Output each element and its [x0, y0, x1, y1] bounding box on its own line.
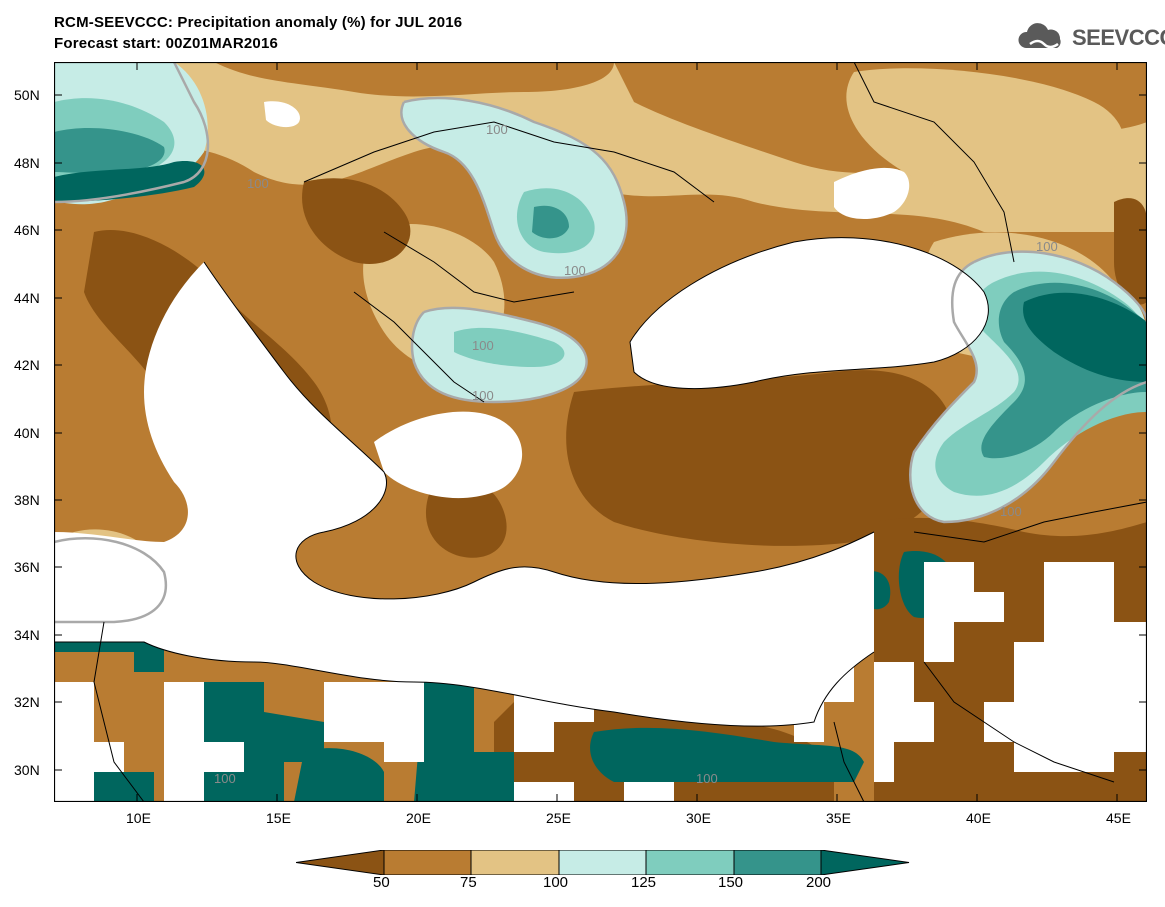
logo-text: SEEVCCC [1072, 25, 1165, 50]
lon-label: 15E [266, 810, 291, 826]
contour-label: 100 [696, 771, 718, 786]
lon-label: 30E [686, 810, 711, 826]
lat-label: 38N [14, 492, 40, 508]
lon-label: 40E [966, 810, 991, 826]
contour-label: 100 [1000, 504, 1022, 519]
contour-label: 100 [486, 122, 508, 137]
colorbar-segment-150-200 [733, 850, 822, 875]
contour-label: 100 [247, 176, 269, 191]
map-title: RCM-SEEVCCC: Precipitation anomaly (%) f… [54, 14, 463, 31]
lon-label: 20E [406, 810, 431, 826]
lat-label: 42N [14, 357, 40, 373]
colorbar-segment-above-200 [820, 850, 910, 875]
colorbar-tick-label: 50 [373, 874, 390, 891]
lat-label: 48N [14, 155, 40, 171]
contour-label: 100 [564, 263, 586, 278]
colorbar-segment-below-50 [296, 850, 385, 875]
forecast-start: Forecast start: 00Z01MAR2016 [54, 35, 279, 52]
contour-label: 100 [1036, 239, 1058, 254]
cloud-icon [1018, 23, 1061, 49]
lon-label: 35E [826, 810, 851, 826]
lon-label: 25E [546, 810, 571, 826]
contour-label: 100 [472, 338, 494, 353]
lat-label: 34N [14, 627, 40, 643]
precipitation-anomaly-map: 100 100 100 100 100 100 100 100 100 [54, 62, 1147, 802]
seevccc-logo: SEEVCCC [1016, 22, 1165, 54]
colorbar-tick-label: 200 [806, 874, 832, 891]
lat-label: 30N [14, 762, 40, 778]
colorbar-segment-100-125 [558, 850, 647, 875]
lat-label: 40N [14, 425, 40, 441]
colorbar-tick-label: 150 [718, 874, 744, 891]
contour-100-lines [54, 62, 1147, 624]
colorbar [296, 850, 910, 875]
colorbar-tick-label: 100 [543, 874, 569, 891]
sea-and-masked-areas [54, 101, 1147, 802]
colorbar-segment-50-75 [383, 850, 472, 875]
lat-label: 32N [14, 694, 40, 710]
lat-label: 46N [14, 222, 40, 238]
contour-label: 100 [472, 388, 494, 403]
colorbar-tick-label: 125 [631, 874, 657, 891]
colorbar-segment-75-100 [470, 850, 560, 875]
lon-label: 45E [1106, 810, 1131, 826]
colorbar-tick-label: 75 [460, 874, 477, 891]
coastlines-and-borders [54, 62, 1147, 802]
lon-label: 10E [126, 810, 151, 826]
contour-label: 100 [214, 771, 236, 786]
lat-label: 50N [14, 87, 40, 103]
colorbar-segment-125-150 [645, 850, 735, 875]
axis-ticks [54, 62, 1147, 802]
map-border [54, 62, 1147, 802]
contour-labels: 100 100 100 100 100 100 100 100 100 [214, 122, 1058, 786]
lat-label: 36N [14, 559, 40, 575]
lat-label: 44N [14, 290, 40, 306]
